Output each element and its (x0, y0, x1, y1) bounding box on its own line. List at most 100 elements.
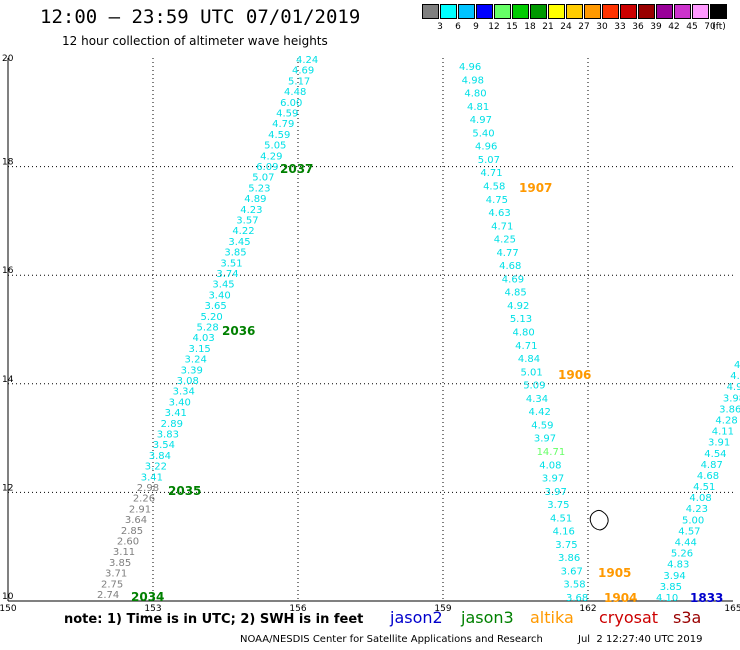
color-swatch (494, 4, 511, 19)
swh-reading-track-b: 4.85 (504, 288, 526, 299)
swh-reading-track-a: 4.79 (272, 119, 294, 130)
swh-reading-track-b: 5.13 (510, 314, 532, 325)
color-legend-label: 3 (437, 22, 443, 32)
swh-reading-track-a: 4.03 (193, 333, 215, 344)
generation-timestamp: Jul 2 12:27:40 UTC 2019 (578, 634, 703, 645)
lon-tick-label: 150 (0, 604, 17, 614)
lon-tick-label: 156 (289, 604, 306, 614)
swh-reading-track-a: 2.74 (97, 590, 119, 601)
swh-reading-track-a: 3.22 (145, 462, 167, 473)
island-outline (589, 509, 609, 531)
color-legend-label: 24 (560, 22, 572, 32)
swh-reading-track-a: 3.65 (204, 301, 226, 312)
swh-reading-track-a: 3.83 (157, 430, 179, 441)
swh-reading-track-a: 3.57 (236, 216, 258, 227)
swh-reading-track-b: 4.08 (539, 460, 561, 471)
swh-reading-track-b: 4.68 (499, 261, 521, 272)
color-swatch (548, 4, 565, 19)
swh-reading-track-c: 4.51 (693, 482, 715, 493)
swh-reading-track-a: 4.69 (292, 66, 314, 77)
swh-reading-track-a: 3.85 (109, 558, 131, 569)
swh-reading-track-a: 3.64 (125, 515, 147, 526)
lon-tick-label: 162 (579, 604, 596, 614)
swh-reading-track-a: 3.40 (169, 397, 191, 408)
color-swatch (440, 4, 457, 19)
color-swatch (422, 4, 439, 19)
swh-reading-track-a: 2.89 (161, 419, 183, 430)
swh-reading-track-b: 3.75 (547, 500, 569, 511)
swh-reading-track-a: 3.40 (208, 290, 230, 301)
swh-reading-track-b: 3.75 (555, 540, 577, 551)
swh-reading-track-c: 5.26 (671, 549, 693, 560)
satellite-label-altika: altika (530, 608, 574, 627)
swh-reading-track-a: 3.74 (216, 269, 238, 280)
swh-reading-track-b: 4.92 (507, 301, 529, 312)
pass-time-label: 2036 (222, 324, 255, 338)
swh-reading-track-a: 3.71 (105, 569, 127, 580)
swh-reading-track-a: 2.91 (129, 504, 151, 515)
pass-time-label: 2035 (168, 484, 201, 498)
swh-reading-track-b: 4.69 (502, 274, 524, 285)
color-legend-label: 39 (650, 22, 662, 32)
swh-reading-track-a: 3.41 (165, 408, 187, 419)
pass-time-label: 1904 (604, 591, 637, 605)
swh-reading-track-a: 3.85 (224, 248, 246, 259)
map-subtitle: 12 hour collection of altimeter wave hei… (62, 34, 328, 48)
color-legend-label: 33 (614, 22, 626, 32)
color-legend-label: 45 (686, 22, 698, 32)
satellite-label-jason3: jason3 (461, 608, 514, 627)
satellite-label-cryosat: cryosat (599, 608, 659, 627)
pass-time-label: 2037 (280, 162, 313, 176)
color-legend-label: 9 (473, 22, 479, 32)
color-legend-label: 12 (488, 22, 500, 32)
swh-reading-track-b: 3.68 (566, 593, 588, 604)
swh-reading-track-a: 3.84 (149, 451, 171, 462)
swh-reading-track-c: 4.54 (704, 449, 726, 460)
swh-reading-track-a: 2.98 (137, 483, 159, 494)
swh-reading-track-a: 3.11 (113, 547, 135, 558)
swh-reading-track-b: 4.98 (462, 75, 484, 86)
swh-reading-track-b: 5.07 (478, 155, 500, 166)
swh-reading-track-b: 3.97 (542, 474, 564, 485)
swh-reading-track-c: 3.94 (663, 571, 685, 582)
swh-reading-track-b: 4.58 (483, 181, 505, 192)
swh-reading-track-c: 4.87 (701, 460, 723, 471)
swh-reading-track-a: 4.29 (260, 151, 282, 162)
swh-reading-track-c: 4.28 (715, 415, 737, 426)
swh-reading-track-b: 4.81 (467, 102, 489, 113)
swh-reading-track-a: 5.23 (248, 183, 270, 194)
swh-reading-track-b: 4.97 (470, 115, 492, 126)
swh-reading-track-a: 5.20 (200, 312, 222, 323)
swh-reading-track-b: 4.96 (475, 142, 497, 153)
swh-reading-track-a: 3.08 (177, 376, 199, 387)
swh-reading-track-a: 3.45 (212, 280, 234, 291)
swh-reading-track-b: 3.67 (561, 566, 583, 577)
swh-reading-track-a: 5.28 (197, 323, 219, 334)
color-swatch (566, 4, 583, 19)
swh-reading-track-b: 4.25 (494, 235, 516, 246)
swh-reading-track-b: 3.97 (545, 487, 567, 498)
color-swatch (512, 4, 529, 19)
color-legend-label: (ft) (712, 22, 726, 32)
swh-reading-track-c: 4.11 (712, 427, 734, 438)
credit-line: NOAA/NESDIS Center for Satellite Applica… (240, 634, 543, 645)
swh-reading-track-c: 4.57 (678, 526, 700, 537)
swh-reading-track-c: 4. (734, 360, 740, 371)
swh-reading-track-a: 3.24 (185, 355, 207, 366)
swh-reading-track-c: 4.83 (667, 560, 689, 571)
swh-reading-track-a: 4.22 (232, 226, 254, 237)
color-swatch (710, 4, 727, 19)
swh-reading-track-a: 3.34 (173, 387, 195, 398)
swh-reading-track-a: 2.60 (117, 537, 139, 548)
color-legend-label: 30 (596, 22, 608, 32)
swh-reading-track-a: 2.75 (101, 579, 123, 590)
swh-reading-track-b: 4.96 (459, 62, 481, 73)
swh-reading-track-a: 4.24 (296, 55, 318, 66)
swh-reading-track-b: 4.63 (488, 208, 510, 219)
color-legend: 3 6 9 12 15 18 21 24 27 30 33 36 39 42 45 70 (ft) (422, 4, 728, 32)
swh-reading-track-b: 3.97 (534, 434, 556, 445)
swh-reading-track-c: 4.23 (686, 504, 708, 515)
swh-reading-track-a: 6.00 (280, 98, 302, 109)
swh-reading-track-c: 3.98 (723, 393, 740, 404)
swh-reading-track-c: 4.2 (730, 371, 740, 382)
